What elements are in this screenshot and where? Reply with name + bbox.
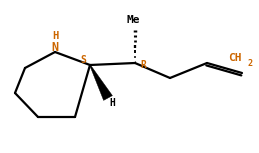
Text: CH: CH [228,53,241,63]
Polygon shape [90,65,112,100]
Text: R: R [140,60,146,70]
Text: Me: Me [126,15,140,25]
Text: S: S [80,55,86,65]
Text: H: H [109,98,115,108]
Text: 2: 2 [248,58,253,67]
Text: N: N [52,41,59,54]
Text: H: H [52,31,58,41]
